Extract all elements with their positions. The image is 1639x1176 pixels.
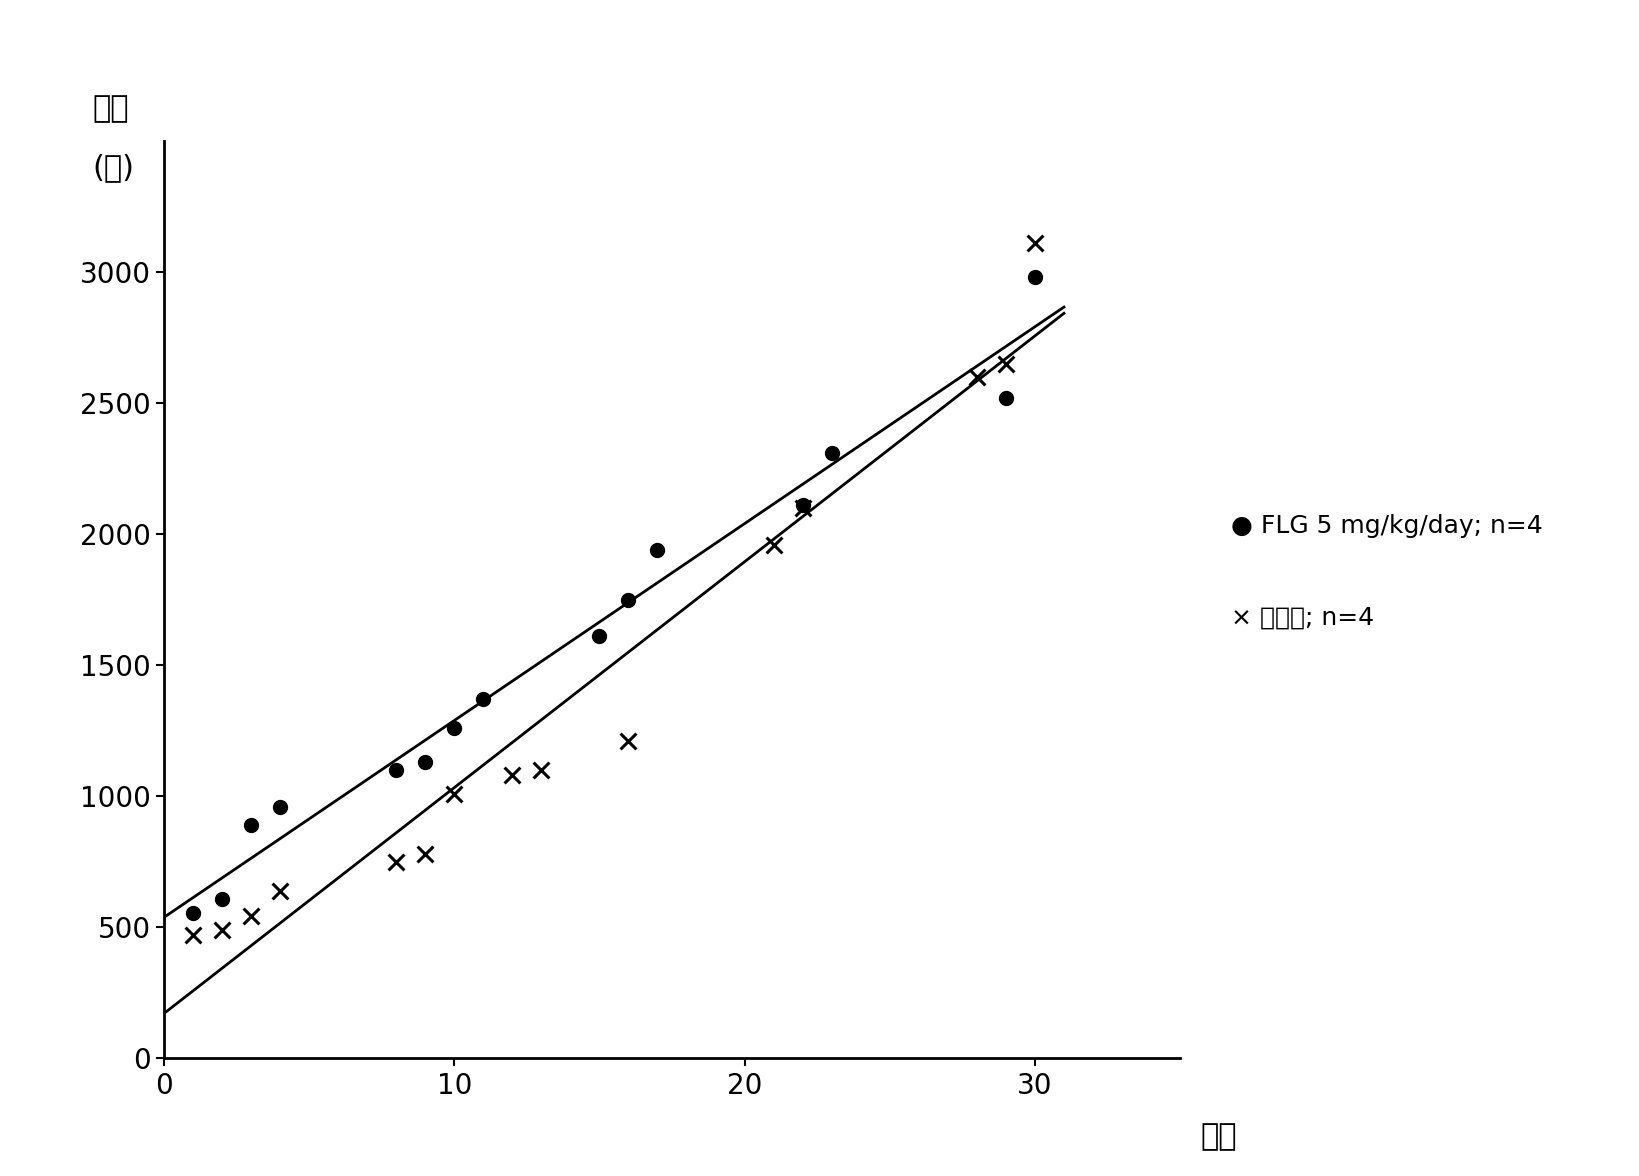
Point (993, 388, 1019, 407)
Point (790, 496, 816, 515)
Point (384, 761, 410, 780)
Point (267, 881, 293, 900)
Text: × 对照组; n=4: × 对照组; n=4 (1231, 606, 1373, 630)
Point (411, 753, 438, 771)
Point (615, 590, 641, 609)
Point (760, 535, 787, 554)
Point (180, 926, 207, 944)
Point (644, 541, 670, 560)
Point (180, 903, 207, 922)
Text: ● FLG 5 mg/kg/day; n=4: ● FLG 5 mg/kg/day; n=4 (1231, 514, 1542, 539)
Text: 体重: 体重 (93, 94, 129, 122)
Point (208, 889, 234, 908)
Point (208, 921, 234, 940)
Point (470, 690, 497, 709)
Point (1021, 234, 1047, 253)
Point (500, 766, 526, 784)
Point (818, 443, 844, 462)
Text: (克): (克) (93, 153, 134, 182)
Point (267, 797, 293, 816)
Point (790, 499, 816, 517)
Point (964, 368, 990, 387)
Point (441, 784, 467, 803)
Point (441, 719, 467, 737)
Point (384, 853, 410, 871)
Point (411, 844, 438, 863)
Point (528, 761, 554, 780)
Point (238, 907, 264, 926)
Point (615, 731, 641, 750)
Point (587, 627, 613, 646)
Text: 天数: 天数 (1200, 1123, 1237, 1151)
Point (1021, 268, 1047, 287)
Point (238, 816, 264, 835)
Point (993, 354, 1019, 373)
